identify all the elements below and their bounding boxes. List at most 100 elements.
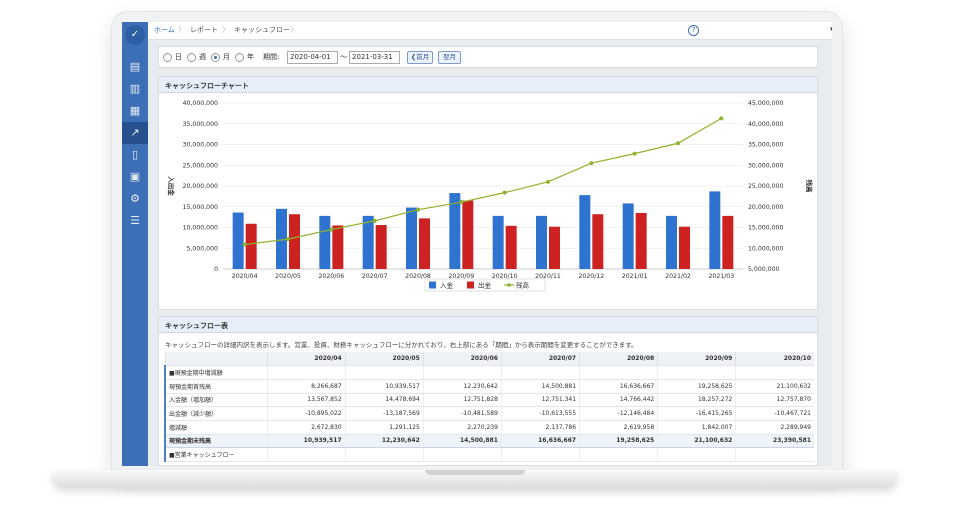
table-cell: 8,266,687 <box>266 379 346 394</box>
table-cell <box>266 365 346 380</box>
help-icon[interactable]: ? <box>688 25 699 36</box>
table-total-row: 現預金期末残高 10,939,517 12,230,642 14,500,881 16,… <box>164 433 814 449</box>
period-radio-year[interactable] <box>235 53 244 62</box>
table-cell: 19,258,625 <box>579 433 658 449</box>
bar-income <box>406 207 417 269</box>
table-cell: -13,187,569 <box>344 406 424 421</box>
table-row: 増減額 2,672,830 1,291,125 2,270,239 2,137,786 2… <box>164 420 814 435</box>
logo-icon[interactable]: ✓ <box>125 25 145 45</box>
right-tick-label: 25,000,000 <box>748 183 783 190</box>
table-cell <box>422 447 502 462</box>
cards-icon[interactable]: ▣ <box>129 170 141 183</box>
table-cell: 12,757,870 <box>735 393 814 408</box>
breadcrumb-home[interactable]: ホーム <box>154 26 175 34</box>
table-cell: -10,613,555 <box>500 406 580 421</box>
table-description: キャッシュフローの詳細内訳を表示します。営業、投資、財務キャッシュフローに分かれ… <box>165 341 638 349</box>
breadcrumb-separator-icon: 〉 <box>178 25 186 34</box>
start-date-input[interactable]: 2020-04-01 <box>287 51 338 64</box>
table-cell: 2,289,949 <box>735 420 814 435</box>
table-cell <box>657 447 736 462</box>
list-icon[interactable]: ☰ <box>130 214 140 227</box>
prev-month-button[interactable]: ❮前月 <box>407 51 433 64</box>
table-cell: 12,751,341 <box>500 393 580 408</box>
row-label: 増減額 <box>164 420 267 435</box>
left-tick-label: 40,000,000 <box>183 100 218 107</box>
column-header: 2020/06 <box>422 352 502 367</box>
left-tick-label: 30,000,000 <box>183 142 218 149</box>
date-range-tilde: 〜 <box>340 53 347 61</box>
next-month-button[interactable]: 翌月 <box>438 51 461 64</box>
legend-entry: 残高 <box>516 280 530 289</box>
table-cell: 14,766,442 <box>579 393 658 408</box>
balance-point <box>589 161 594 166</box>
laptop-frame: ✓ ▤ ▥ ▦ ↗ ▯ ▣ ⚙ ☰ ホーム 〉 レポート 〉 キャッシュフロー … <box>112 12 842 474</box>
bar-expense <box>635 212 647 269</box>
table-cell <box>266 447 346 462</box>
x-tick-label: 2020/04 <box>232 273 258 280</box>
right-tick-label: 5,000,000 <box>748 266 780 273</box>
table-cell: 2,270,239 <box>422 420 502 435</box>
period-radio-month[interactable] <box>211 53 220 62</box>
table-cell <box>500 447 580 462</box>
column-header: 2020/05 <box>344 352 424 367</box>
table-header-row: 2020/04 2020/05 2020/06 2020/07 2020/08 2020/… <box>164 352 814 367</box>
end-date-input[interactable]: 2021-03-31 <box>349 51 400 64</box>
right-tick-label: 35,000,000 <box>748 142 783 149</box>
row-label: 入金額（増加額） <box>164 393 267 408</box>
legend-swatch <box>467 281 474 289</box>
right-tick-label: 15,000,000 <box>748 225 783 232</box>
topbar: ホーム 〉 レポート 〉 キャッシュフロー 〉 ? ▾ <box>148 22 832 40</box>
chart-icon[interactable]: ↗ <box>122 122 148 144</box>
document-add-icon[interactable]: ▤ <box>129 60 141 73</box>
x-tick-label: 2020/08 <box>405 273 431 280</box>
ledger-icon[interactable]: ▦ <box>129 104 141 117</box>
balance-point <box>719 116 724 121</box>
balance-point <box>546 179 550 184</box>
bar-income <box>666 215 677 269</box>
x-tick-label: 2020/10 <box>492 273 518 280</box>
right-tick-label: 45,000,000 <box>748 100 783 107</box>
table-cell: 19,258,625 <box>657 379 736 394</box>
user-menu-chevron-down-icon[interactable]: ▾ <box>830 25 832 33</box>
table-cell: 16,636,667 <box>500 433 580 449</box>
bar-income <box>232 212 244 269</box>
legend-swatch <box>429 281 436 289</box>
chart-panel-title: キャッシュフローチャート <box>159 77 817 93</box>
row-label: 現預金期末残高 <box>164 433 267 449</box>
column-header: 2020/10 <box>735 352 814 367</box>
x-tick-label: 2021/03 <box>708 273 734 280</box>
table-cell: -16,415,265 <box>657 406 736 421</box>
document-check-icon[interactable]: ▥ <box>129 82 141 95</box>
left-tick-label: 15,000,000 <box>183 204 218 211</box>
table-cell: 21,100,632 <box>735 379 814 394</box>
bar-income <box>319 215 331 269</box>
table-cell <box>735 447 814 462</box>
table-cell <box>579 447 658 462</box>
table-cell <box>500 365 580 380</box>
app-screen: ✓ ▤ ▥ ▦ ↗ ▯ ▣ ⚙ ☰ ホーム 〉 レポート 〉 キャッシュフロー … <box>122 22 832 466</box>
cashflow-table: 2020/04 2020/05 2020/06 2020/07 2020/08 2020/… <box>164 352 814 462</box>
table-cell: 13,567,852 <box>266 393 346 408</box>
left-tick-label: 20,000,000 <box>183 183 218 190</box>
period-filter: 日 週 月 年 期間: 2020-04-01 〜 2021-03-31 ❮前月 … <box>158 46 818 68</box>
period-radio-week[interactable] <box>187 53 196 62</box>
table-cell: 16,636,667 <box>579 379 658 394</box>
bar-expense <box>245 223 257 269</box>
balance-point <box>286 237 290 242</box>
table-cell: 14,500,881 <box>422 433 502 449</box>
period-radio-day[interactable] <box>163 53 172 62</box>
table-cell: 10,939,517 <box>266 433 346 449</box>
book-icon[interactable]: ▯ <box>131 148 139 161</box>
laptop-notch <box>425 470 525 475</box>
balance-point <box>416 207 420 212</box>
table-cell <box>422 365 502 380</box>
table-cell: 2,137,786 <box>500 420 580 435</box>
table-cell: -10,481,589 <box>422 406 502 421</box>
bar-income <box>622 203 634 269</box>
row-label: ■現預金期中増減額 <box>164 365 267 380</box>
breadcrumb-report[interactable]: レポート <box>190 26 218 34</box>
table-row: 現預金期首残高 8,266,687 10,939,517 12,230,642 14,5… <box>164 379 814 394</box>
right-tick-label: 40,000,000 <box>748 121 783 128</box>
gear-icon[interactable]: ⚙ <box>130 192 140 205</box>
